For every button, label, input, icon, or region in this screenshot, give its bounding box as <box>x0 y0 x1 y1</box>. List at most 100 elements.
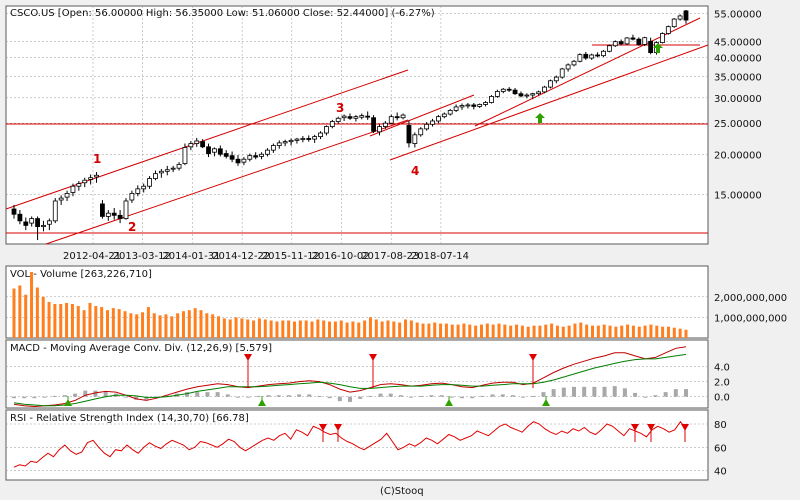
candle <box>194 137 200 147</box>
footer-copyright: (C)Stooq <box>380 486 424 497</box>
volume-bar <box>222 318 226 338</box>
price-x-tick-label: 2016-10-02 <box>312 251 370 262</box>
macd-histogram-bar <box>286 395 291 397</box>
candle-body <box>341 115 347 119</box>
candle <box>406 120 412 148</box>
candle <box>512 87 518 96</box>
candle-body <box>583 53 589 59</box>
volume-bar <box>275 321 279 338</box>
macd-histogram-bar <box>561 387 566 397</box>
volume-bar <box>12 288 16 338</box>
macd-histogram-bar <box>83 390 88 397</box>
lower-channel-line-2 <box>389 44 709 161</box>
candle-body <box>536 91 542 95</box>
sell-arrow-icon <box>369 354 377 361</box>
candle <box>11 204 17 219</box>
macd-histogram-bar <box>32 396 37 399</box>
candle <box>671 18 677 28</box>
volume-bar <box>468 324 472 338</box>
candle-body <box>235 158 241 164</box>
volume-bar <box>65 302 69 338</box>
candle-body <box>400 114 406 119</box>
volume-bar <box>439 323 443 338</box>
candle <box>618 39 624 46</box>
candle <box>341 114 347 121</box>
candle-body <box>648 40 654 54</box>
price-x-tick-label: 2012-04-21 <box>63 251 121 262</box>
volume-bar <box>386 320 390 338</box>
buy-arrow-icon <box>64 399 72 406</box>
volume-bar <box>567 325 571 338</box>
candle-body <box>359 115 365 118</box>
volume-bar <box>211 314 215 338</box>
upper-channel-line-2 <box>369 94 475 137</box>
price-y-tick-label: 20.00000 <box>714 150 762 161</box>
macd-histogram-bar <box>419 395 424 397</box>
macd-histogram-bar <box>256 395 261 397</box>
candle <box>241 157 247 166</box>
candle-body <box>559 68 565 78</box>
volume-bar <box>462 323 466 338</box>
volume-bar <box>579 322 583 338</box>
rsi-plot-area <box>5 409 709 481</box>
candle-body <box>530 93 536 96</box>
candle-body <box>441 113 447 118</box>
macd-histogram-bar <box>673 389 678 397</box>
candle <box>553 75 559 84</box>
candle-body <box>500 88 506 92</box>
candle-body <box>542 86 547 93</box>
candle-body <box>212 148 217 153</box>
candle-body <box>276 142 282 146</box>
volume-bar <box>164 314 168 338</box>
candle-body <box>329 121 335 127</box>
macd-histogram-bar <box>215 392 220 397</box>
rsi-series-line <box>13 420 687 468</box>
candle <box>105 210 111 221</box>
volume-bar <box>409 320 413 338</box>
volume-bar <box>573 323 577 338</box>
volume-bar <box>322 320 326 338</box>
candle <box>200 139 206 149</box>
candle-body <box>553 76 559 82</box>
volume-bar <box>333 321 337 338</box>
candle <box>64 190 70 201</box>
candle <box>324 125 329 136</box>
candle <box>453 104 459 112</box>
candle <box>500 87 506 94</box>
candle-body <box>265 149 270 155</box>
volume-bar <box>515 324 519 338</box>
candle <box>270 143 276 153</box>
sell-arrow-icon <box>681 424 689 431</box>
rsi-title: RSI - Relative Strength Index (14,30,70)… <box>10 413 249 424</box>
candle <box>436 115 441 124</box>
candle-body <box>365 115 371 118</box>
volume-bar <box>146 307 150 338</box>
volume-bar <box>170 316 174 338</box>
candle-body <box>206 146 211 154</box>
volume-bar <box>41 296 45 338</box>
sell-arrow-icon <box>529 354 537 361</box>
candle-body <box>418 128 424 136</box>
volume-bar <box>123 311 127 338</box>
candle-body <box>312 136 318 140</box>
candle-body <box>683 10 689 21</box>
candle <box>583 51 589 60</box>
rsi-y-tick-label: 80 <box>714 420 727 431</box>
macd-histogram-bar <box>205 392 210 397</box>
volume-bar <box>129 313 133 338</box>
volume-bar <box>193 308 197 338</box>
candle-body <box>94 174 99 178</box>
candle <box>129 190 135 203</box>
candle <box>494 89 500 98</box>
volume-bar <box>59 304 63 338</box>
volume-bar <box>666 326 670 338</box>
price-y-tick-label: 35.00000 <box>714 72 762 83</box>
rsi-y-tick-label: 40 <box>714 467 727 478</box>
volume-bar <box>596 325 600 338</box>
candle <box>46 218 52 231</box>
candle <box>683 10 689 24</box>
volume-bar <box>281 320 285 338</box>
macd-histogram-bar <box>246 396 251 398</box>
price-y-tick-label: 45.00000 <box>714 37 762 48</box>
volume-bar <box>404 319 408 338</box>
